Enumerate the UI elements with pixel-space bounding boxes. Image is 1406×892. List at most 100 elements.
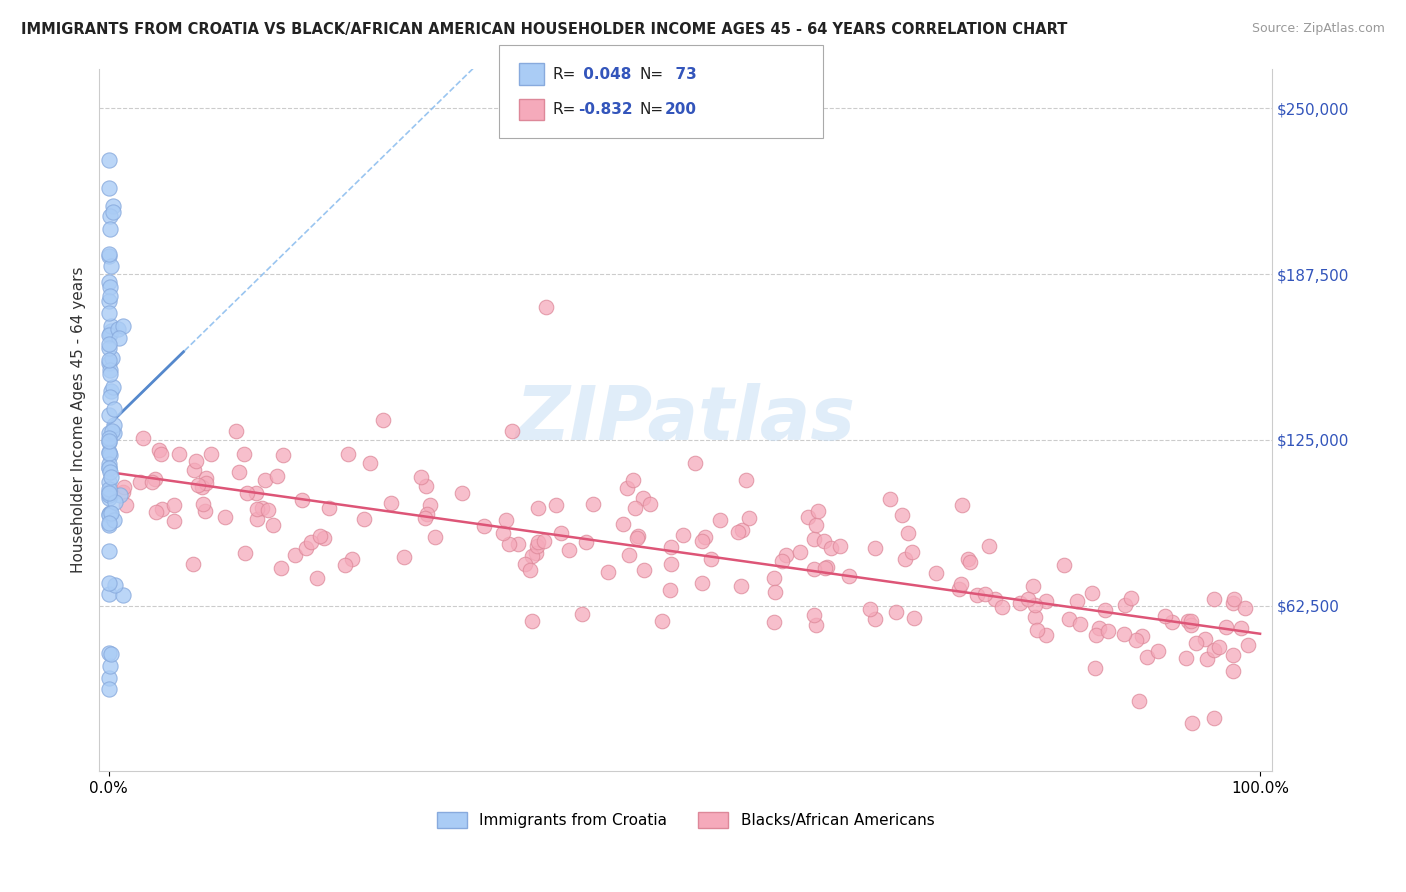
Point [533, 533, 555, 548]
Point [546, 498, 568, 512]
Point [98, 488, 121, 502]
Point [1202, 643, 1225, 657]
Point [98, 249, 121, 263]
Point [150, 501, 173, 516]
Point [492, 526, 515, 541]
Point [731, 524, 754, 538]
Point [1083, 661, 1105, 675]
Point [312, 531, 335, 545]
Point [498, 537, 520, 551]
Point [501, 424, 523, 438]
Point [1233, 601, 1256, 615]
Point [98, 486, 121, 500]
Point [108, 331, 131, 345]
Point [98, 587, 121, 601]
Point [1215, 620, 1237, 634]
Point [838, 569, 860, 583]
Point [1085, 628, 1108, 642]
Point [763, 571, 786, 585]
Point [638, 497, 661, 511]
Point [148, 443, 170, 458]
Point [1057, 612, 1080, 626]
Point [1229, 621, 1251, 635]
Point [97, 575, 120, 590]
Point [903, 611, 925, 625]
Point [183, 463, 205, 477]
Point [270, 561, 292, 575]
Point [97, 294, 120, 309]
Point [233, 546, 256, 560]
Point [97, 408, 120, 422]
Point [98, 461, 121, 475]
Point [1237, 638, 1260, 652]
Point [959, 555, 981, 569]
Point [214, 510, 236, 524]
Point [194, 471, 217, 485]
Point [558, 543, 581, 558]
Point [1097, 624, 1119, 639]
Point [1035, 594, 1057, 608]
Point [112, 480, 135, 494]
Point [520, 615, 543, 629]
Point [1088, 621, 1111, 635]
Point [1208, 640, 1230, 654]
Point [98, 448, 121, 462]
Point [150, 447, 173, 461]
Point [626, 532, 648, 546]
Point [672, 527, 695, 541]
Point [295, 541, 318, 555]
Point [1180, 618, 1202, 632]
Point [863, 612, 886, 626]
Point [169, 447, 191, 461]
Point [692, 576, 714, 591]
Point [859, 601, 882, 615]
Text: R=: R= [553, 103, 576, 117]
Point [257, 503, 280, 517]
Point [97, 461, 120, 475]
Point [111, 319, 134, 334]
Point [1161, 615, 1184, 629]
Point [804, 617, 827, 632]
Text: -0.832: -0.832 [578, 103, 633, 117]
Point [596, 565, 619, 579]
Point [1112, 627, 1135, 641]
Point [1022, 579, 1045, 593]
Point [1154, 608, 1177, 623]
Point [770, 554, 793, 568]
Point [97, 434, 120, 448]
Point [416, 508, 439, 522]
Text: N=: N= [640, 67, 664, 81]
Point [271, 449, 294, 463]
Point [309, 529, 332, 543]
Point [633, 563, 655, 577]
Point [98, 153, 121, 167]
Point [228, 465, 250, 479]
Point [291, 493, 314, 508]
Point [98, 390, 121, 404]
Point [100, 260, 122, 274]
Point [98, 508, 121, 522]
Point [145, 505, 167, 519]
Point [894, 552, 917, 566]
Point [1185, 636, 1208, 650]
Point [141, 475, 163, 489]
Point [1053, 558, 1076, 572]
Point [1194, 632, 1216, 646]
Text: ZIPatlas: ZIPatlas [516, 384, 855, 457]
Point [627, 529, 650, 543]
Point [690, 534, 713, 549]
Point [98, 337, 121, 351]
Point [966, 588, 988, 602]
Point [97, 457, 120, 471]
Point [727, 524, 749, 539]
Point [524, 546, 547, 560]
Point [621, 473, 644, 487]
Point [97, 353, 120, 368]
Point [98, 221, 121, 235]
Point [181, 557, 204, 571]
Point [318, 501, 340, 516]
Point [950, 499, 973, 513]
Point [392, 549, 415, 564]
Point [103, 425, 125, 440]
Point [1147, 643, 1170, 657]
